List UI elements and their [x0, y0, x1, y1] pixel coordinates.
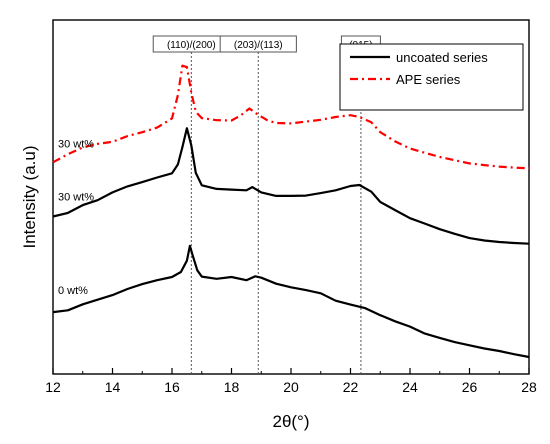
x-tick-label: 20	[283, 379, 299, 395]
series-line-1	[52, 127, 530, 245]
x-tick-label: 26	[462, 379, 478, 395]
legend: uncoated series APE series	[339, 43, 524, 111]
curve-label-0: 0 wt%	[58, 285, 88, 297]
series-line-0	[52, 244, 530, 359]
legend-label-ape: APE series	[396, 72, 461, 87]
data-series	[52, 64, 530, 359]
x-tick-label: 14	[105, 379, 121, 395]
x-axis-ticks: 12 14 16 18 20 22 24 26 28	[45, 368, 537, 395]
series-line-2	[52, 64, 530, 170]
x-axis-title: 2θ(°)	[272, 412, 309, 431]
reference-label: (203)/(113)	[234, 40, 283, 51]
reference-label-box	[219, 35, 297, 53]
x-tick-label: 28	[521, 379, 537, 395]
legend-label-uncoated: uncoated series	[396, 50, 488, 65]
reference-label: (110)/(200)	[167, 40, 216, 51]
curve-label-1: 30 wt%	[58, 191, 94, 203]
curve-labels: 0 wt% 30 wt% 30 wt%	[58, 138, 94, 297]
x-tick-label: 24	[402, 379, 418, 395]
y-axis-title: Intensity (a.u)	[20, 146, 39, 249]
x-tick-label: 18	[224, 379, 240, 395]
legend-box	[339, 43, 524, 111]
x-tick-label: 12	[45, 379, 61, 395]
curve-label-2: 30 wt%	[58, 138, 94, 150]
x-tick-label: 16	[164, 379, 180, 395]
x-tick-label: 22	[343, 379, 359, 395]
